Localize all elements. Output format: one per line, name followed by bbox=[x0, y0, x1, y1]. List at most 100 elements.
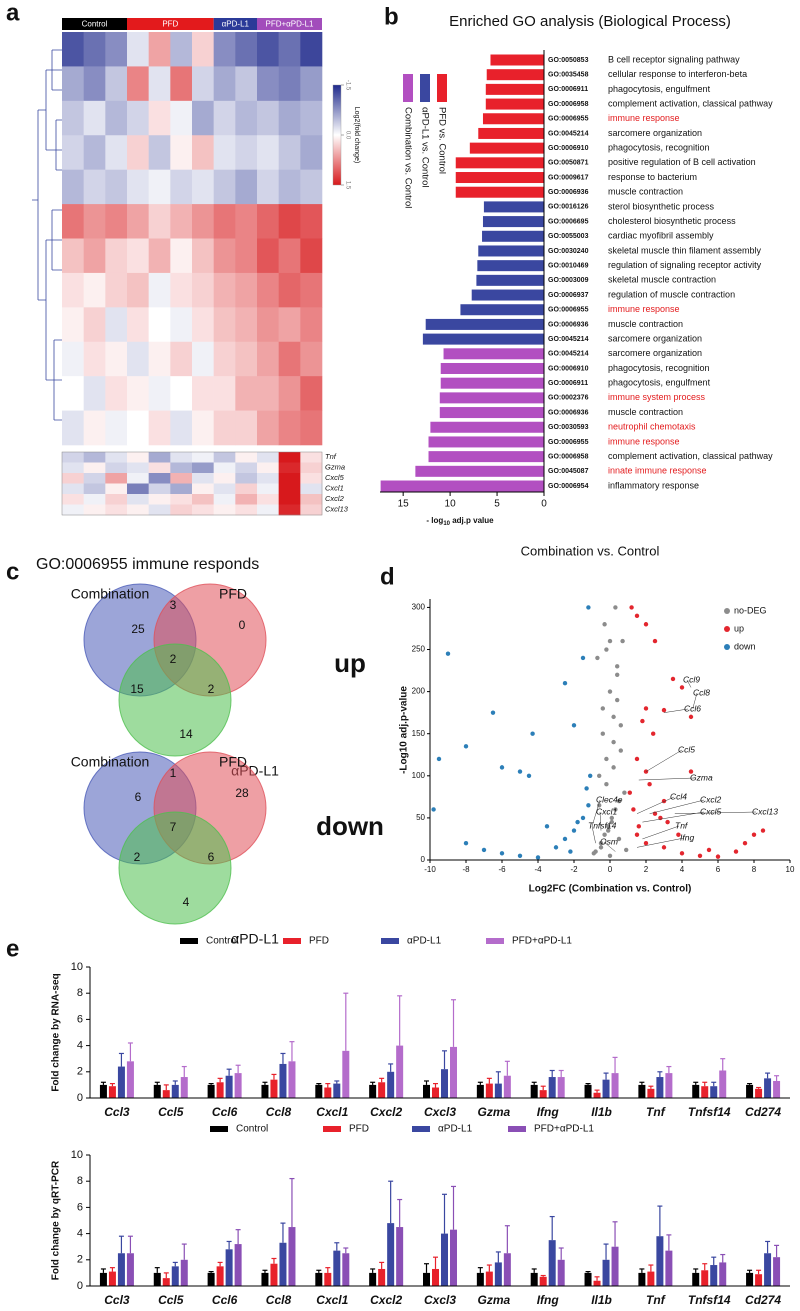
legend-swatch bbox=[508, 1126, 526, 1132]
gene-cell bbox=[83, 494, 106, 505]
gene-cell bbox=[148, 483, 171, 495]
gene-cell bbox=[148, 462, 171, 474]
gene-label: Cxcl13 bbox=[325, 505, 349, 514]
venn-label: down bbox=[316, 811, 384, 841]
bar bbox=[584, 1272, 592, 1286]
annotation: Cxcl1 bbox=[596, 806, 618, 816]
heat-cell bbox=[213, 100, 236, 136]
heat-cell bbox=[278, 272, 301, 308]
bar bbox=[380, 480, 544, 492]
point bbox=[526, 773, 532, 779]
gene-cell bbox=[83, 504, 106, 516]
x-axis-label-part: adj.p value bbox=[450, 516, 494, 525]
annotation-leader bbox=[692, 692, 698, 709]
bar bbox=[503, 1075, 511, 1098]
heat-cell bbox=[300, 66, 323, 102]
heat-cell bbox=[148, 100, 171, 136]
venn-count: 15 bbox=[130, 682, 144, 696]
legend-label: down bbox=[734, 641, 756, 651]
heat-cell bbox=[170, 238, 193, 274]
heat-cell bbox=[257, 410, 279, 446]
bar bbox=[342, 1050, 350, 1098]
go-id: GO:0006936 bbox=[548, 409, 589, 416]
bar bbox=[207, 1084, 215, 1098]
venn-count: 0 bbox=[239, 618, 246, 632]
heat-cell bbox=[148, 307, 171, 343]
heat-cell bbox=[192, 66, 214, 102]
gene-cell bbox=[170, 494, 193, 505]
point bbox=[604, 647, 609, 652]
go-id: GO:0003009 bbox=[548, 277, 589, 284]
bar bbox=[126, 1061, 134, 1098]
heat-cell bbox=[278, 238, 301, 274]
bar bbox=[225, 1249, 233, 1286]
point bbox=[609, 815, 614, 821]
point bbox=[613, 605, 618, 610]
bar bbox=[486, 69, 544, 81]
annotation-leader bbox=[636, 837, 685, 848]
venn-count: 25 bbox=[131, 622, 145, 636]
gene-cell bbox=[105, 494, 128, 505]
point bbox=[688, 769, 694, 774]
venn-set-label: Combination bbox=[71, 586, 150, 602]
point bbox=[544, 824, 550, 829]
gene-cell bbox=[105, 483, 128, 495]
bar bbox=[369, 1272, 377, 1286]
chart-title: GO:0006955 immune responds bbox=[36, 556, 259, 573]
legend-label: PFD bbox=[349, 1124, 369, 1135]
venn-count: 7 bbox=[170, 820, 177, 834]
heat-cell bbox=[62, 410, 84, 446]
gene-cell bbox=[235, 504, 258, 516]
bar bbox=[432, 1087, 439, 1098]
heat-cell bbox=[235, 238, 258, 274]
gene-cell bbox=[278, 494, 301, 505]
heat-cell bbox=[257, 100, 279, 136]
heat-cell bbox=[62, 307, 84, 343]
gene-cell bbox=[170, 462, 193, 474]
bar bbox=[234, 1073, 242, 1098]
bar bbox=[288, 1061, 296, 1098]
x-tick-label: Cxcl2 bbox=[370, 1293, 402, 1307]
annotation-leader bbox=[642, 825, 680, 840]
bar bbox=[279, 1242, 287, 1286]
heat-cell bbox=[105, 66, 128, 102]
go-id: GO:0006936 bbox=[548, 189, 589, 196]
heat-cell bbox=[278, 100, 301, 136]
heat-cell bbox=[170, 169, 193, 205]
point bbox=[568, 849, 573, 854]
x-tick-label: -2 bbox=[570, 865, 578, 874]
heat-cell bbox=[62, 376, 84, 411]
gene-cell bbox=[278, 452, 301, 463]
x-tick-label: 0 bbox=[541, 499, 547, 510]
venn-count: 2 bbox=[170, 652, 177, 666]
y-axis-label: Fold change by qRT-PCR bbox=[51, 1160, 62, 1280]
annotation-leader bbox=[591, 799, 601, 827]
y-tick-label: 8 bbox=[77, 1175, 83, 1187]
bar bbox=[548, 1240, 556, 1286]
bar bbox=[719, 1070, 727, 1098]
go-term: immune response bbox=[608, 113, 680, 123]
legend-label: αPD-L1 bbox=[407, 936, 442, 947]
go-term: B cell receptor signaling pathway bbox=[608, 54, 740, 64]
point bbox=[679, 685, 685, 690]
heat-cell bbox=[83, 376, 106, 411]
point bbox=[640, 718, 645, 724]
gene-cell bbox=[192, 473, 214, 484]
heat-cell bbox=[83, 341, 106, 377]
heat-cell bbox=[83, 32, 106, 67]
go-term: immune response bbox=[608, 304, 680, 314]
y-tick-label: 2 bbox=[77, 1254, 83, 1266]
x-tick-label: Cd274 bbox=[745, 1293, 781, 1307]
x-tick-label: Ccl5 bbox=[158, 1293, 184, 1307]
heat-cell bbox=[192, 238, 214, 274]
bar bbox=[755, 1274, 763, 1286]
heat-cell bbox=[235, 135, 258, 170]
x-axis-label: Log2FC (Combination vs. Control) bbox=[529, 884, 692, 895]
heat-cell bbox=[192, 376, 214, 411]
gene-cell bbox=[105, 462, 128, 474]
gene-cell bbox=[235, 483, 258, 495]
go-term: regulation of signaling receptor activit… bbox=[608, 260, 762, 270]
y-tick-label: 200 bbox=[412, 687, 426, 696]
bar bbox=[171, 1266, 179, 1286]
point bbox=[586, 803, 591, 808]
